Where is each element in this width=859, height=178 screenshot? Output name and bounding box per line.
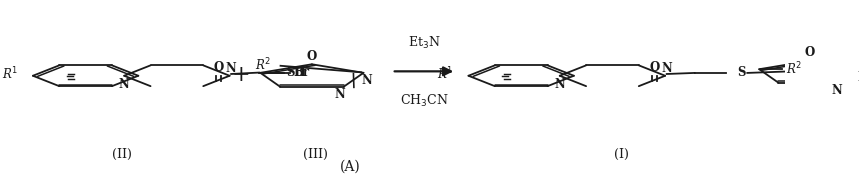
Text: S: S xyxy=(737,66,746,79)
Text: R$^2$: R$^2$ xyxy=(785,61,801,77)
Text: (II): (II) xyxy=(113,148,132,161)
Text: N: N xyxy=(832,84,842,97)
Text: N: N xyxy=(119,78,130,91)
Text: +: + xyxy=(231,64,250,86)
Text: R$^1$: R$^1$ xyxy=(437,66,453,82)
Text: O: O xyxy=(649,61,660,74)
Text: (III): (III) xyxy=(303,148,328,161)
Text: R$^1$: R$^1$ xyxy=(2,66,17,82)
Text: (A): (A) xyxy=(340,160,361,174)
Text: O: O xyxy=(214,61,224,74)
Text: N: N xyxy=(362,74,373,87)
Text: N: N xyxy=(335,88,345,101)
Text: R$^2$: R$^2$ xyxy=(255,56,271,73)
Text: N: N xyxy=(554,78,565,91)
Text: N: N xyxy=(226,62,236,75)
Text: N: N xyxy=(661,62,672,75)
Text: O: O xyxy=(307,49,317,62)
Text: O: O xyxy=(804,46,814,59)
Text: (I): (I) xyxy=(614,148,630,161)
Text: Br: Br xyxy=(294,66,310,79)
Text: N: N xyxy=(858,71,859,84)
Text: Et$_3$N: Et$_3$N xyxy=(408,35,441,51)
Text: SH: SH xyxy=(287,66,307,79)
Text: CH$_3$CN: CH$_3$CN xyxy=(400,93,448,109)
